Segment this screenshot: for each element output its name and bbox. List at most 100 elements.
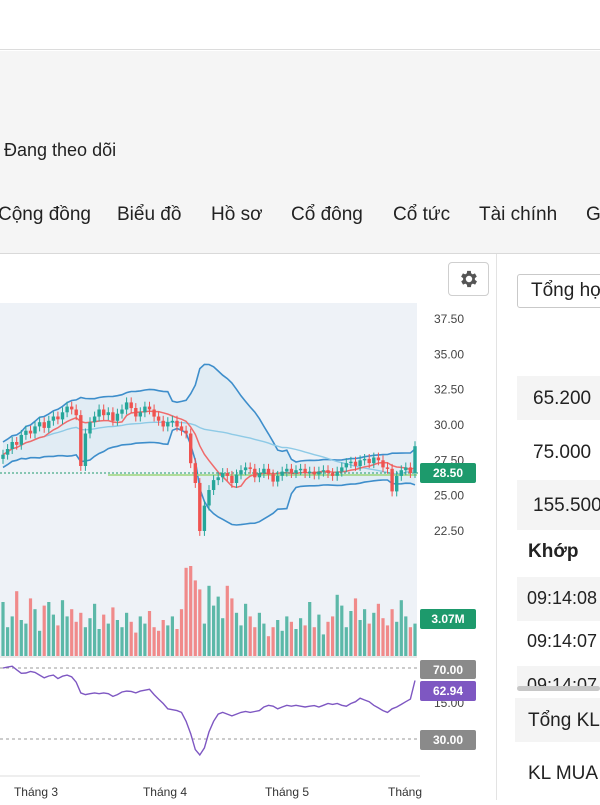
candle bbox=[381, 455, 385, 473]
candle bbox=[138, 407, 142, 422]
candle-body bbox=[239, 470, 243, 475]
candle bbox=[262, 463, 266, 478]
rsi-30-label: 30.00 bbox=[433, 733, 463, 747]
chart-panel[interactable]: 37.50 35.00 32.50 30.00 27.50 25.00 22.50 28.5… bbox=[0, 254, 496, 800]
volume-bar bbox=[97, 629, 101, 656]
candle bbox=[156, 411, 161, 426]
volume-bar bbox=[47, 602, 51, 656]
volume-bar bbox=[65, 616, 69, 656]
candle bbox=[248, 462, 252, 474]
candle-body bbox=[330, 473, 335, 476]
volume-bar bbox=[120, 627, 124, 656]
candle bbox=[234, 469, 239, 488]
volume-bar bbox=[381, 618, 385, 656]
list-scrollbar[interactable] bbox=[517, 686, 600, 691]
candle bbox=[15, 437, 19, 450]
candle bbox=[271, 469, 275, 487]
candle bbox=[207, 485, 211, 511]
candle-body bbox=[353, 461, 358, 466]
volume-bar bbox=[253, 627, 257, 656]
candle bbox=[321, 465, 326, 477]
candle-body bbox=[1, 454, 5, 459]
tab-shareholders[interactable]: Cổ đông bbox=[291, 204, 363, 225]
volume-bar bbox=[349, 611, 353, 656]
volume-bar bbox=[289, 621, 293, 656]
volume-bar bbox=[19, 620, 23, 656]
volume-bar bbox=[60, 600, 65, 656]
candle bbox=[47, 415, 51, 433]
tab-dividends[interactable]: Cổ tức bbox=[393, 204, 451, 225]
candle bbox=[385, 462, 390, 474]
follow-status[interactable]: Đang theo dõi bbox=[4, 140, 117, 160]
candle bbox=[340, 462, 344, 477]
candle bbox=[161, 415, 165, 432]
month-label-5: Tháng 5 bbox=[265, 785, 309, 799]
match-heading: Khớp bbox=[528, 541, 579, 562]
volume-bar bbox=[367, 623, 371, 656]
candle bbox=[175, 415, 179, 432]
candle-body bbox=[211, 480, 216, 490]
tab-more[interactable]: G bbox=[586, 204, 600, 225]
tab-finance[interactable]: Tài chính bbox=[479, 204, 558, 225]
volume-bar bbox=[33, 609, 37, 656]
candle-body bbox=[221, 473, 225, 478]
volume-bar bbox=[221, 618, 225, 656]
volume-bar bbox=[363, 609, 367, 656]
candle bbox=[97, 404, 101, 422]
price-tick-1: 35.00 bbox=[434, 347, 464, 361]
tab-profile[interactable]: Hồ sơ bbox=[211, 204, 263, 225]
candle bbox=[225, 468, 229, 481]
volume-bar bbox=[340, 605, 344, 656]
month-label-6: Tháng bbox=[388, 785, 422, 799]
candle bbox=[28, 425, 33, 439]
volume-bar bbox=[308, 602, 312, 656]
candle-body bbox=[248, 467, 252, 469]
candle bbox=[124, 397, 129, 415]
candle bbox=[19, 429, 23, 450]
candle-body bbox=[390, 468, 394, 492]
candle-body bbox=[134, 408, 138, 417]
candle-body bbox=[60, 412, 65, 420]
price-tick-2: 32.50 bbox=[434, 383, 464, 397]
candle-body bbox=[376, 457, 381, 461]
price-tick-0: 37.50 bbox=[434, 312, 464, 326]
volume-bar bbox=[24, 623, 28, 656]
match-time-2: 09:14:07 bbox=[527, 631, 598, 651]
candle bbox=[413, 441, 417, 478]
candle bbox=[1, 449, 5, 464]
candle bbox=[102, 404, 106, 421]
candle-body bbox=[262, 468, 266, 473]
price-row-1: 65.200 bbox=[517, 376, 600, 420]
candle-body bbox=[166, 422, 170, 427]
volume-bar bbox=[152, 627, 156, 656]
volume-bar bbox=[193, 580, 197, 656]
current-price-tag bbox=[420, 463, 476, 483]
candle-body bbox=[193, 463, 197, 483]
tab-chart[interactable]: Biểu đồ bbox=[117, 204, 182, 225]
candle-body bbox=[289, 468, 294, 473]
price-tick-5: 25.00 bbox=[434, 489, 464, 503]
candle bbox=[24, 425, 28, 440]
candle-body bbox=[225, 473, 229, 476]
candle bbox=[60, 407, 65, 425]
candle-body bbox=[349, 461, 353, 464]
candle-body bbox=[170, 420, 175, 423]
candle-body bbox=[198, 482, 202, 531]
candle bbox=[88, 417, 92, 439]
candle bbox=[106, 407, 110, 421]
candle-body bbox=[120, 409, 124, 414]
volume-bar bbox=[276, 620, 280, 656]
volume-bar bbox=[372, 612, 376, 656]
tab-community[interactable]: Cộng đồng bbox=[0, 204, 91, 225]
price-row-2: 75.000 bbox=[517, 430, 600, 474]
gear-icon bbox=[460, 270, 477, 288]
chart-settings-button[interactable] bbox=[448, 262, 489, 296]
candle-body bbox=[372, 457, 376, 464]
candle bbox=[376, 452, 381, 466]
candle bbox=[221, 468, 225, 483]
summary-select[interactable]: Tổng hợ bbox=[517, 274, 600, 308]
candle bbox=[280, 466, 284, 481]
volume-bar bbox=[285, 616, 289, 656]
candle-body bbox=[344, 463, 348, 468]
